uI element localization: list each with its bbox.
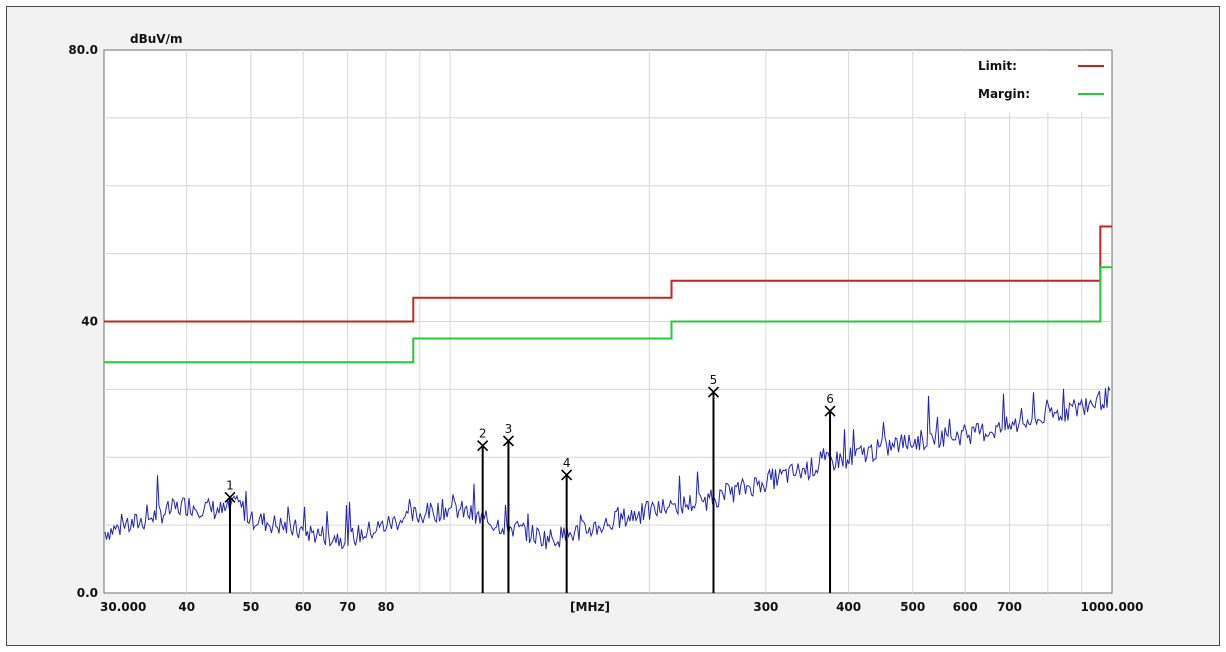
x-tick-label: 30.000: [100, 600, 146, 614]
x-tick-label: 60: [295, 600, 312, 614]
x-tick-label: 50: [242, 600, 259, 614]
margin-line: [104, 266, 1112, 364]
legend-label-limit: Limit:: [978, 59, 1017, 73]
y-unit-label: dBuV/m: [130, 32, 182, 46]
limit-line: [104, 225, 1112, 323]
x-tick-label: 700: [997, 600, 1022, 614]
y-tick-label: 40: [81, 315, 98, 329]
marker-3-label: 3: [505, 422, 513, 436]
marker-4-cross: [561, 469, 573, 481]
y-tick-label: 80.0: [68, 43, 98, 57]
marker-6-label: 6: [826, 392, 834, 406]
legend-box: [963, 52, 1110, 112]
marker-5-label: 5: [710, 373, 718, 387]
marker-3-cross: [502, 435, 514, 447]
x-tick-label: 80: [378, 600, 395, 614]
x-tick-label: 400: [836, 600, 861, 614]
markers: 1 2 3 4 5 6: [224, 373, 836, 593]
marker-2-cross: [477, 440, 489, 452]
marker-2-label: 2: [479, 427, 487, 441]
x-tick-label: 1000.000: [1080, 600, 1143, 614]
tick-labels: 80.0 40 0.030.000 40 50 60 70 80 300 400 500 600 700…: [68, 43, 1143, 614]
marker-6-cross: [824, 405, 836, 417]
legend: Limit: Margin:: [963, 52, 1110, 112]
x-tick-label: 300: [753, 600, 778, 614]
marker-1-label: 1: [226, 478, 234, 492]
emission-trace: [104, 385, 1111, 550]
x-tick-label: 70: [339, 600, 356, 614]
x-tick-label: 40: [178, 600, 195, 614]
marker-1-cross: [224, 491, 236, 503]
marker-4-label: 4: [563, 456, 571, 470]
x-tick-label: 600: [953, 600, 978, 614]
y-tick-label: 0.0: [77, 586, 98, 600]
series-lines: [104, 225, 1112, 550]
legend-label-margin: Margin:: [978, 87, 1030, 101]
marker-5-cross: [707, 386, 720, 398]
x-tick-label: 500: [900, 600, 925, 614]
x-axis-label: [MHz]: [570, 600, 610, 614]
